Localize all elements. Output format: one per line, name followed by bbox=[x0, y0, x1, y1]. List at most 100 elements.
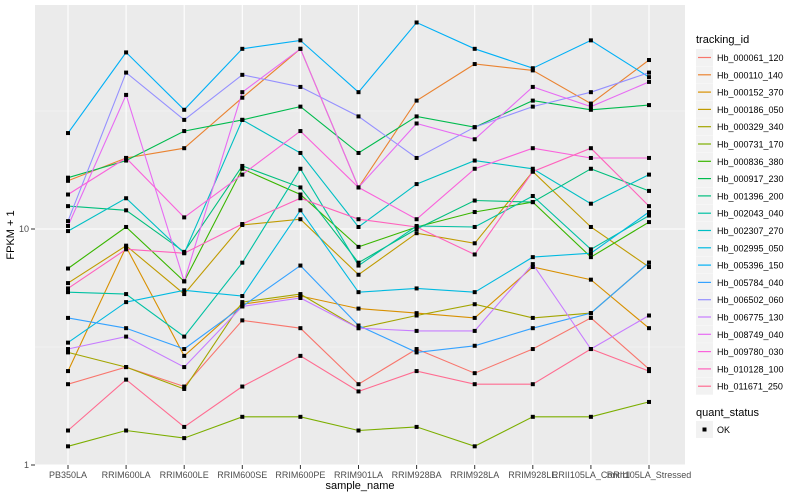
legend-label: Hb_000110_140 bbox=[717, 70, 783, 80]
legend: tracking_id Hb_000061_120 Hb_000110_140 Hb… bbox=[696, 34, 784, 438]
x-tick-label: RRIM928BA bbox=[392, 470, 442, 480]
data-point bbox=[124, 377, 129, 382]
data-point bbox=[414, 224, 419, 229]
data-point bbox=[356, 114, 361, 119]
data-point bbox=[66, 178, 70, 183]
data-point bbox=[472, 302, 477, 307]
data-point bbox=[530, 193, 535, 198]
x-tick-label: RRIM928LE bbox=[508, 470, 557, 480]
data-point bbox=[356, 389, 361, 394]
data-point bbox=[647, 204, 651, 209]
data-point bbox=[182, 365, 187, 370]
data-point bbox=[356, 306, 361, 311]
data-point bbox=[530, 66, 535, 71]
data-point bbox=[182, 386, 187, 391]
data-point bbox=[647, 399, 651, 404]
data-point bbox=[647, 75, 651, 80]
data-point bbox=[647, 220, 651, 225]
plot-panel bbox=[35, 5, 685, 465]
data-point bbox=[647, 155, 651, 160]
data-point bbox=[472, 290, 477, 295]
legend-shape-title: quant_status bbox=[696, 407, 759, 419]
data-point bbox=[298, 46, 303, 51]
data-point bbox=[588, 247, 593, 252]
data-point bbox=[356, 90, 361, 95]
data-point bbox=[356, 244, 361, 249]
data-point bbox=[66, 204, 70, 209]
data-point bbox=[66, 229, 70, 234]
data-point bbox=[588, 347, 593, 352]
data-point bbox=[124, 92, 129, 97]
data-point bbox=[182, 279, 187, 284]
data-point bbox=[647, 210, 651, 215]
data-point bbox=[414, 20, 419, 25]
data-point bbox=[647, 326, 651, 331]
data-point bbox=[240, 302, 245, 307]
data-point bbox=[66, 281, 70, 286]
data-point bbox=[66, 315, 70, 320]
data-point bbox=[240, 300, 245, 305]
data-point bbox=[124, 155, 129, 160]
data-point bbox=[647, 369, 651, 374]
data-point bbox=[588, 224, 593, 229]
data-point bbox=[124, 208, 129, 213]
data-point bbox=[124, 243, 129, 248]
legend-label: Hb_002307_270 bbox=[717, 226, 784, 236]
data-point bbox=[530, 166, 535, 171]
data-point bbox=[356, 272, 361, 277]
data-point bbox=[356, 217, 361, 222]
data-point bbox=[472, 46, 477, 51]
data-point bbox=[647, 260, 651, 265]
data-point bbox=[298, 353, 303, 358]
legend-label: Hb_000917_230 bbox=[717, 174, 784, 184]
legend-point-ok bbox=[702, 427, 707, 432]
data-point bbox=[588, 201, 593, 206]
legend-color-title: tracking_id bbox=[696, 34, 749, 46]
data-point bbox=[414, 311, 419, 316]
data-point bbox=[66, 369, 70, 374]
y-axis-title: FPKM + 1 bbox=[5, 210, 17, 259]
data-point bbox=[240, 318, 245, 323]
data-point bbox=[124, 428, 129, 433]
data-point bbox=[472, 137, 477, 142]
data-point bbox=[647, 188, 651, 193]
data-point bbox=[124, 158, 129, 163]
legend-label: Hb_006775_130 bbox=[717, 313, 784, 323]
data-point bbox=[472, 315, 477, 320]
data-point bbox=[414, 155, 419, 160]
data-point bbox=[66, 219, 70, 224]
data-point bbox=[124, 292, 129, 297]
data-point bbox=[240, 117, 245, 122]
data-point bbox=[472, 224, 477, 229]
data-point bbox=[66, 192, 70, 197]
data-point bbox=[414, 424, 419, 429]
data-point bbox=[414, 347, 419, 352]
data-point bbox=[124, 365, 129, 370]
data-point bbox=[66, 290, 70, 295]
data-point bbox=[182, 347, 187, 352]
data-point bbox=[647, 313, 651, 318]
data-point bbox=[530, 200, 535, 205]
data-point bbox=[472, 158, 477, 163]
data-point bbox=[298, 38, 303, 43]
data-point bbox=[472, 62, 477, 67]
data-point bbox=[240, 95, 245, 100]
data-point bbox=[647, 58, 651, 63]
data-point bbox=[472, 198, 477, 203]
data-point bbox=[240, 163, 245, 168]
data-point bbox=[66, 347, 70, 352]
legend-label: Hb_001396_200 bbox=[717, 191, 784, 201]
data-point bbox=[182, 353, 187, 358]
data-point bbox=[356, 326, 361, 331]
legend-label: Hb_005784_040 bbox=[717, 278, 784, 288]
legend-label: Hb_002043_040 bbox=[717, 209, 784, 219]
data-point bbox=[182, 146, 187, 151]
data-point bbox=[588, 104, 593, 109]
x-tick-label: PB350LA bbox=[49, 470, 87, 480]
data-point bbox=[356, 150, 361, 155]
x-tick-label: RRIM600SE bbox=[217, 470, 267, 480]
data-point bbox=[356, 428, 361, 433]
data-point bbox=[472, 328, 477, 333]
legend-label: Hb_009780_030 bbox=[717, 347, 784, 357]
legend-label: Hb_000731_170 bbox=[717, 140, 784, 150]
